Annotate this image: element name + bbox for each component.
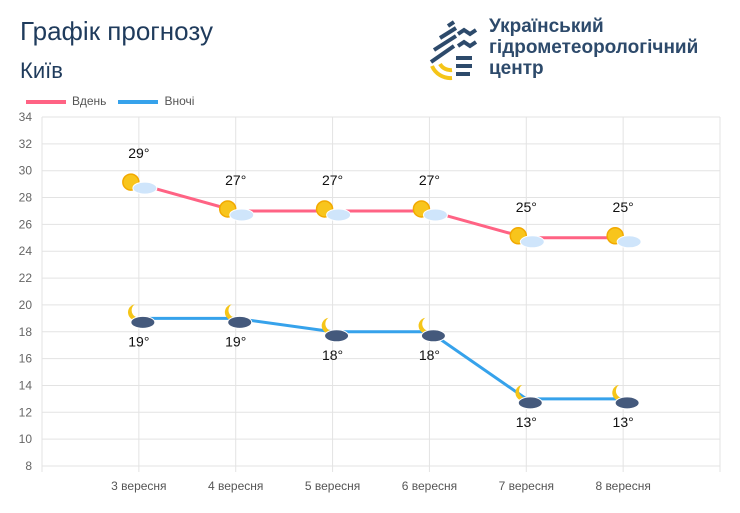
org-line: гідрометеорологічний	[489, 37, 699, 58]
y-tick-label: 24	[19, 244, 33, 258]
moon-cloud-icon	[321, 317, 337, 334]
dark-cloud-icon	[227, 315, 253, 329]
moon-cloud-icon	[612, 384, 628, 401]
legend-label: Вночі	[164, 94, 195, 108]
dark-cloud-icon	[130, 315, 156, 329]
cloud-icon	[422, 208, 448, 222]
y-tick-label: 26	[19, 217, 33, 231]
series-line-night	[138, 316, 624, 401]
data-label: 13°	[516, 414, 537, 430]
page-title: Графік прогнозу	[20, 16, 213, 46]
dark-cloud-icon	[614, 396, 640, 410]
logo-drop-icon	[429, 20, 478, 81]
x-tick-label: 7 вересня	[499, 479, 554, 493]
x-tick-label: 4 вересня	[208, 479, 263, 493]
y-tick-label: 20	[19, 298, 33, 312]
data-label: 13°	[613, 414, 634, 430]
y-tick-label: 22	[19, 271, 33, 285]
data-label: 27°	[419, 172, 440, 188]
org-name: Український гідрометеорологічний центр	[489, 16, 698, 79]
data-label: 18°	[419, 347, 440, 363]
dark-cloud-icon	[324, 329, 350, 343]
data-label: 18°	[322, 347, 343, 363]
data-label: 19°	[225, 333, 246, 349]
y-tick-label: 28	[19, 191, 33, 205]
org-line: Український	[489, 16, 604, 37]
city-name: Київ	[20, 58, 63, 83]
moon-cloud-icon	[515, 384, 531, 401]
legend-day[interactable]: Вдень	[26, 94, 106, 108]
data-label: 25°	[613, 199, 634, 215]
x-tick-label: 8 вересня	[595, 479, 650, 493]
moon-cloud-icon	[418, 317, 434, 334]
x-tick-label: 6 вересня	[402, 479, 457, 493]
y-tick-label: 32	[19, 137, 33, 151]
data-label: 19°	[128, 333, 149, 349]
y-tick-label: 16	[19, 352, 33, 366]
y-tick-label: 18	[19, 325, 33, 339]
data-label: 25°	[516, 199, 537, 215]
data-label: 27°	[322, 172, 343, 188]
cloud-icon	[229, 208, 255, 222]
cloud-icon	[326, 208, 352, 222]
x-tick-label: 5 вересня	[305, 479, 360, 493]
legend: Вдень Вночі	[26, 94, 194, 108]
dark-cloud-icon	[420, 329, 446, 343]
legend-label: Вдень	[72, 94, 107, 108]
cloud-icon	[616, 235, 642, 249]
y-tick-label: 12	[19, 405, 33, 419]
moon-cloud-icon	[224, 304, 240, 321]
y-tick-label: 10	[19, 432, 33, 446]
legend-night[interactable]: Вночі	[118, 94, 194, 108]
cloud-icon	[132, 181, 158, 195]
y-tick-label: 34	[19, 110, 33, 124]
series-line-day	[138, 182, 624, 240]
dark-cloud-icon	[517, 396, 543, 410]
moon-cloud-icon	[127, 304, 143, 321]
y-tick-label: 14	[19, 378, 33, 392]
x-tick-label: 3 вересня	[111, 479, 166, 493]
y-tick-label: 8	[25, 459, 32, 473]
org-line: центр	[489, 58, 544, 79]
data-label: 29°	[128, 145, 149, 161]
cloud-icon	[519, 235, 545, 249]
data-label: 27°	[225, 172, 246, 188]
y-tick-label: 30	[19, 164, 33, 178]
